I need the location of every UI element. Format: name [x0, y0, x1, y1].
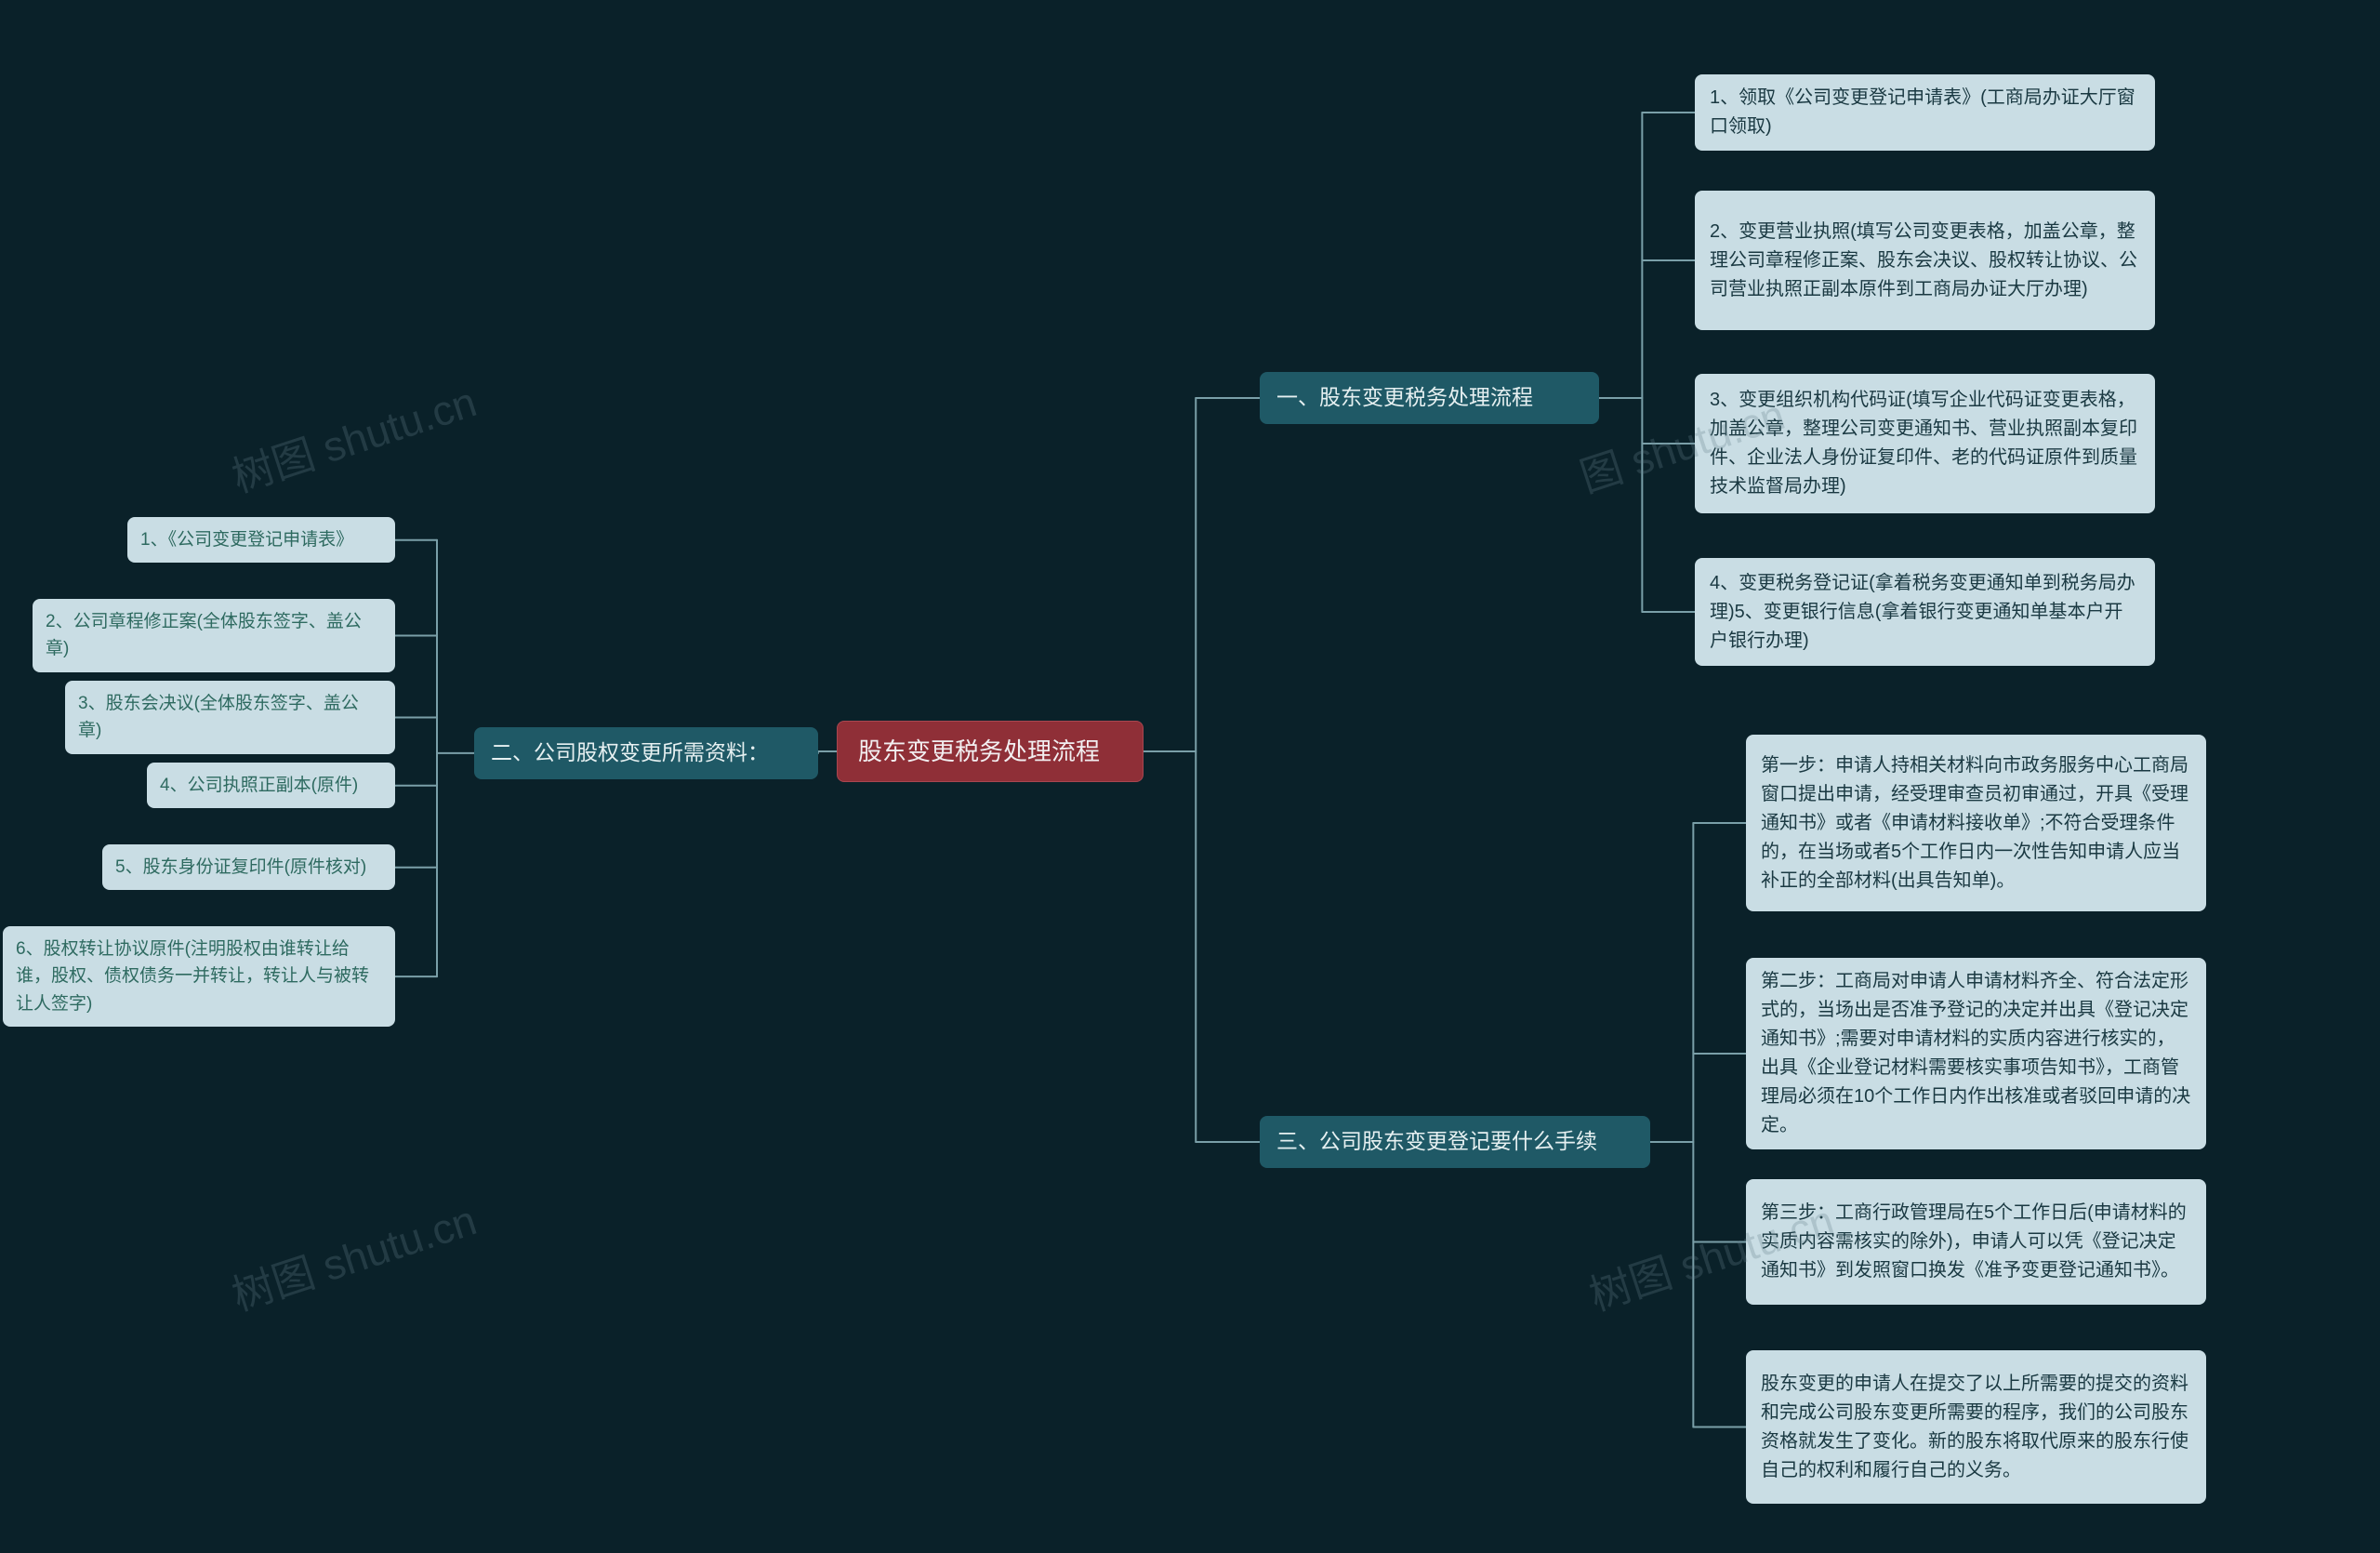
mindmap-node-b2_3: 3、股东会决议(全体股东签字、盖公章)	[65, 681, 395, 754]
node-text: 一、股东变更税务处理流程	[1276, 381, 1533, 415]
node-text: 三、公司股东变更登记要什么手续	[1276, 1125, 1597, 1159]
node-text: 2、变更营业执照(填写公司变更表格，加盖公章，整理公司章程修正案、股东会决议、股…	[1710, 218, 2140, 304]
mindmap-node-b2: 二、公司股权变更所需资料：	[474, 727, 818, 779]
mindmap-node-b3_1: 第一步：申请人持相关材料向市政务服务中心工商局窗口提出申请，经受理审查员初审通过…	[1746, 735, 2206, 911]
node-text: 5、股东身份证复印件(原件核对)	[115, 854, 366, 881]
node-text: 2、公司章程修正案(全体股东签字、盖公章)	[46, 608, 382, 663]
node-text: 1、领取《公司变更登记申请表》(工商局办证大厅窗口领取)	[1710, 84, 2140, 141]
node-text: 6、股权转让协议原件(注明股权由谁转让给谁，股权、债权债务一并转让，转让人与被转…	[16, 936, 382, 1017]
mindmap-node-b2_5: 5、股东身份证复印件(原件核对)	[102, 844, 395, 890]
node-text: 第三步：工商行政管理局在5个工作日后(申请材料的实质内容需核实的除外)，申请人可…	[1761, 1199, 2191, 1285]
node-text: 二、公司股权变更所需资料：	[491, 737, 769, 770]
node-text: 股东变更税务处理流程	[858, 733, 1100, 770]
node-text: 4、公司执照正副本(原件)	[160, 772, 358, 799]
node-text: 第二步：工商局对申请人申请材料齐全、符合法定形式的，当场出是否准予登记的决定并出…	[1761, 967, 2191, 1140]
mindmap-node-b1: 一、股东变更税务处理流程	[1260, 372, 1599, 424]
node-text: 4、变更税务登记证(拿着税务变更通知单到税务局办理)5、变更银行信息(拿着银行变…	[1710, 569, 2140, 656]
node-text: 第一步：申请人持相关材料向市政务服务中心工商局窗口提出申请，经受理审查员初审通过…	[1761, 751, 2191, 896]
mindmap-node-b1_4: 4、变更税务登记证(拿着税务变更通知单到税务局办理)5、变更银行信息(拿着银行变…	[1695, 558, 2155, 666]
mindmap-node-b3: 三、公司股东变更登记要什么手续	[1260, 1116, 1650, 1168]
mindmap-node-b3_2: 第二步：工商局对申请人申请材料齐全、符合法定形式的，当场出是否准予登记的决定并出…	[1746, 958, 2206, 1149]
mindmap-node-b2_2: 2、公司章程修正案(全体股东签字、盖公章)	[33, 599, 395, 672]
mindmap-node-b2_1: 1、《公司变更登记申请表》	[127, 517, 395, 563]
mindmap-node-b1_1: 1、领取《公司变更登记申请表》(工商局办证大厅窗口领取)	[1695, 74, 2155, 151]
mindmap-node-b3_3: 第三步：工商行政管理局在5个工作日后(申请材料的实质内容需核实的除外)，申请人可…	[1746, 1179, 2206, 1305]
node-text: 1、《公司变更登记申请表》	[140, 526, 353, 553]
mindmap-node-b2_6: 6、股权转让协议原件(注明股权由谁转让给谁，股权、债权债务一并转让，转让人与被转…	[3, 926, 395, 1027]
mindmap-node-root: 股东变更税务处理流程	[837, 721, 1144, 782]
node-text: 3、股东会决议(全体股东签字、盖公章)	[78, 690, 382, 745]
mindmap-node-b3_4: 股东变更的申请人在提交了以上所需要的提交的资料和完成公司股东变更所需要的程序，我…	[1746, 1350, 2206, 1504]
mindmap-node-b1_3: 3、变更组织机构代码证(填写企业代码证变更表格，加盖公章，整理公司变更通知书、营…	[1695, 374, 2155, 513]
mindmap-node-b1_2: 2、变更营业执照(填写公司变更表格，加盖公章，整理公司章程修正案、股东会决议、股…	[1695, 191, 2155, 330]
node-text: 3、变更组织机构代码证(填写企业代码证变更表格，加盖公章，整理公司变更通知书、营…	[1710, 386, 2140, 501]
mindmap-node-b2_4: 4、公司执照正副本(原件)	[147, 763, 395, 808]
node-text: 股东变更的申请人在提交了以上所需要的提交的资料和完成公司股东变更所需要的程序，我…	[1761, 1370, 2191, 1485]
